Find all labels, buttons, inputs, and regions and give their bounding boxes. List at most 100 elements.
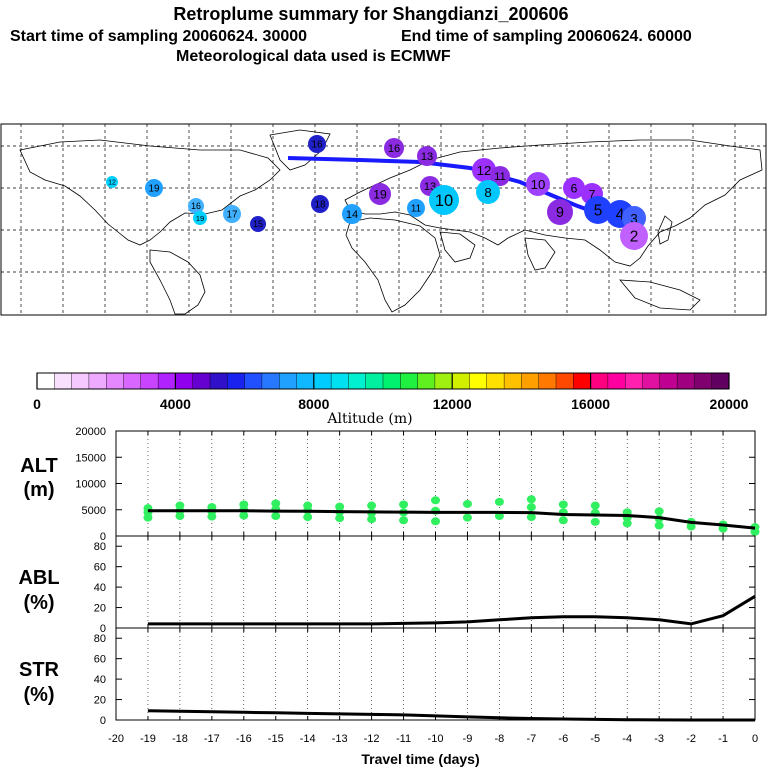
y-axis-unit: (%): [23, 684, 54, 706]
trajectory-marker-label: 19: [373, 187, 387, 201]
trajectory-marker-label: 7: [589, 187, 596, 201]
trajectory-marker: [547, 199, 573, 225]
altitude-point: [590, 501, 600, 510]
altitude-point: [303, 513, 313, 522]
x-tick-label: -2: [686, 733, 696, 745]
altitude-point: [175, 501, 185, 510]
altitude-point: [654, 507, 664, 516]
trajectory-marker: [476, 180, 500, 204]
colorbar-cell: [486, 372, 505, 390]
y-tick-label: 15000: [75, 452, 106, 464]
x-tick-label: -7: [526, 733, 536, 745]
arabia-outline: [439, 231, 476, 263]
y-tick-label: 80: [94, 633, 106, 645]
trajectory-marker: [417, 146, 437, 166]
y-tick-label: 80: [94, 541, 106, 553]
trajectory-marker: [429, 185, 459, 215]
x-tick-label: -8: [495, 733, 505, 745]
colorbar-cell: [54, 372, 73, 390]
alt-series-line: [147, 509, 756, 530]
colorbar-cell: [503, 372, 522, 390]
abl-series-line: [147, 595, 756, 626]
trajectory-marker-label: 16: [388, 143, 400, 155]
trajectory-marker: [342, 204, 362, 224]
colorbar-cell: [88, 372, 107, 390]
y-tick-label: 20: [94, 603, 106, 615]
x-tick-label: -17: [204, 733, 220, 745]
y-axis-label: STR: [19, 659, 60, 681]
altitude-point: [526, 513, 536, 522]
colorbar-tick-label: 8000: [298, 396, 329, 412]
y-tick-label: 60: [94, 654, 106, 666]
plot-title: Retroplume summary for Shangdianzi_20060…: [173, 4, 568, 24]
altitude-point: [462, 499, 472, 508]
colorbar-cell: [140, 372, 159, 390]
y-tick-label: 0: [100, 715, 106, 727]
south-america-outline: [149, 249, 206, 315]
japan-outline: [657, 215, 673, 245]
altitude-point: [303, 501, 313, 510]
altitude-point: [590, 517, 600, 526]
eurasia-outline: [344, 139, 763, 267]
colorbar-cell: [642, 372, 661, 390]
trajectory-marker: [308, 135, 326, 153]
colorbar-cell: [469, 372, 488, 390]
colorbar-cell: [192, 372, 211, 390]
colorbar-cell: [400, 372, 419, 390]
trajectory-marker-label: 17: [227, 210, 238, 221]
altitude-point: [335, 502, 345, 511]
colorbar-cell: [365, 372, 384, 390]
y-tick-label: 40: [94, 674, 106, 686]
colorbar-cell: [676, 372, 695, 390]
colorbar-label: Altitude (m): [326, 411, 412, 427]
africa-outline: [345, 217, 441, 313]
y-tick-label: 0: [100, 531, 106, 543]
trajectory-marker-label: 10: [435, 192, 453, 210]
colorbar-tick-label: 20000: [710, 396, 749, 412]
colorbar-cell: [659, 372, 678, 390]
colorbar-cell: [244, 372, 263, 390]
altitude-point: [431, 496, 440, 505]
trajectory-marker: [526, 172, 550, 196]
colorbar-tick-label: 12000: [433, 396, 472, 412]
x-tick-label: -10: [428, 733, 444, 745]
colorbar-cell: [452, 372, 471, 390]
colorbar-cell: [105, 372, 124, 390]
colorbar-tick-label: 0: [33, 396, 41, 412]
y-tick-label: 5000: [82, 505, 106, 517]
altitude-point: [622, 519, 632, 528]
colorbar-cell: [694, 372, 713, 390]
altitude-colorbar: 0 4000 8000 12000 16000 20000 Altitude (m): [33, 372, 749, 427]
trajectory-marker: [620, 222, 648, 250]
altitude-point: [207, 503, 217, 512]
altitude-point: [526, 495, 536, 504]
x-tick-label: -6: [558, 733, 568, 745]
trajectory-marker-label: 16: [312, 140, 323, 151]
altitude-point: [526, 503, 536, 512]
x-tick-label: -16: [236, 733, 252, 745]
altitude-point: [367, 515, 377, 524]
north-america-outline: [19, 139, 281, 246]
colorbar-tick-label: 4000: [160, 396, 191, 412]
trajectory-marker-label: 11: [411, 204, 422, 215]
x-tick-label: -9: [463, 733, 473, 745]
colorbar-cell: [382, 372, 401, 390]
altitude-point: [654, 521, 664, 530]
x-tick-label: -3: [654, 733, 664, 745]
colorbar-cell: [521, 372, 540, 390]
x-tick-label: -14: [300, 733, 316, 745]
altitude-point: [558, 516, 568, 525]
trajectory-marker: [311, 195, 329, 213]
trajectory-marker: [145, 179, 163, 197]
altitude-point: [399, 516, 409, 525]
x-tick-label: -13: [332, 733, 348, 745]
y-axis-unit: (m): [23, 479, 54, 501]
colorbar-cell: [417, 372, 436, 390]
x-tick-label: -11: [396, 733, 411, 745]
colorbar-cell: [261, 372, 280, 390]
y-tick-label: 20000: [75, 426, 106, 438]
trajectory-marker-label: 4: [616, 207, 625, 224]
x-tick-label: -5: [590, 733, 600, 745]
x-tick-label: -12: [364, 733, 380, 745]
